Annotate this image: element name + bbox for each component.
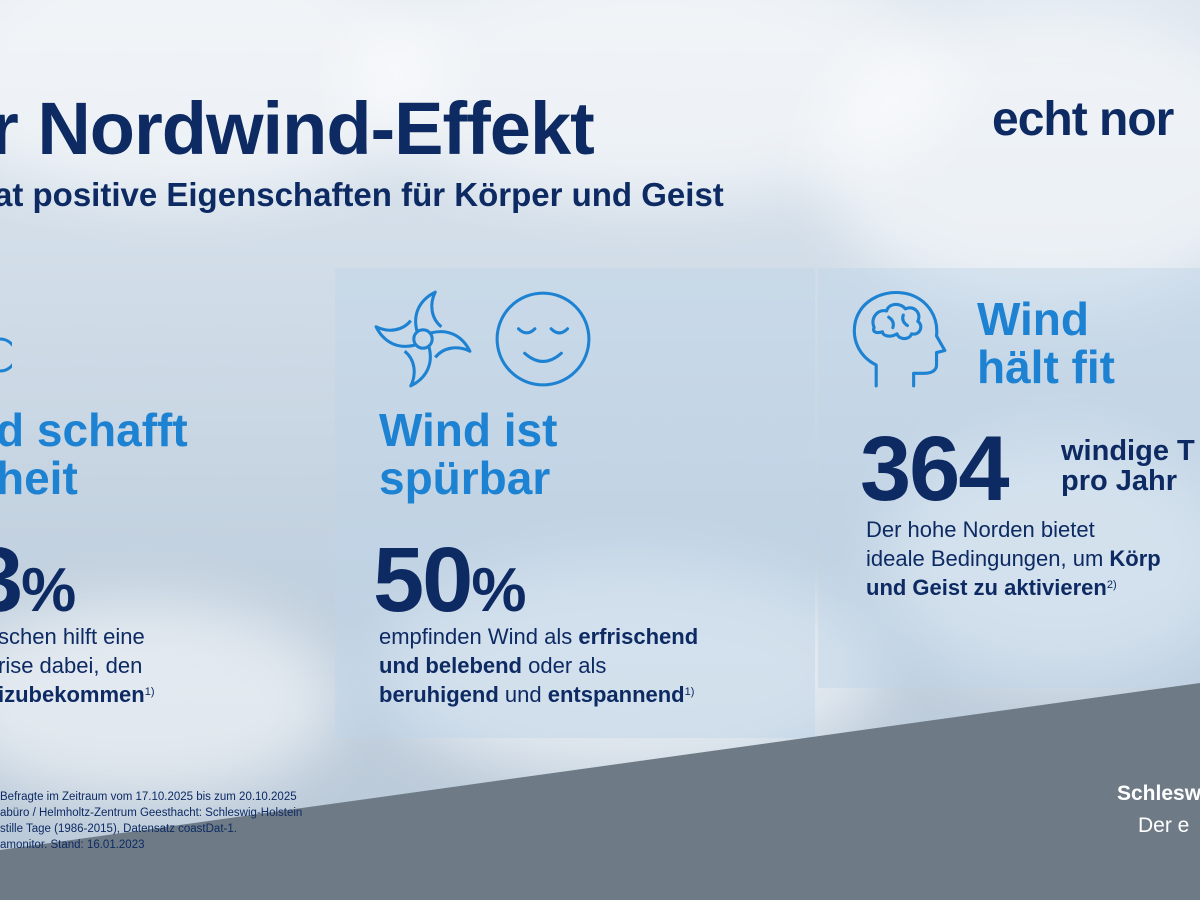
page-subtitle: at positive Eigenschaften für Körper und…: [0, 176, 724, 213]
sh-logo-name: Schlesw: [1117, 782, 1200, 805]
column1-body: schen hilft eine rise dabei, den izubeko…: [0, 624, 155, 707]
page-title: r Nordwind-Effekt: [0, 87, 595, 170]
sh-logo-tagline: Der e: [1138, 814, 1190, 837]
head-brain-icon: [852, 291, 947, 388]
column2-heading: Wind ist spürbar: [379, 404, 558, 504]
column3-stat: 364: [860, 418, 1009, 520]
relaxed-face-icon: [495, 291, 591, 387]
column3-stat-label: windige T pro Jahr: [1061, 435, 1195, 497]
column2-body: empfinden Wind als erfrischend und beleb…: [379, 624, 699, 707]
column3-body: Der hohe Norden bietet ideale Bedingunge…: [866, 517, 1161, 600]
footnotes: Befragte im Zeitraum vom 17.10.2025 bis …: [0, 791, 303, 851]
panel-right: [818, 268, 1200, 688]
column2-stat: 50%: [373, 529, 527, 631]
partial-circle-icon: [0, 337, 12, 373]
column1-stat: 3%: [0, 534, 77, 626]
column1-heading: d schafft heit: [0, 404, 188, 504]
pinwheel-icon: [374, 290, 472, 388]
brand-logo: echt nor: [992, 93, 1174, 146]
column3-heading: Wind hält fit: [977, 293, 1115, 393]
